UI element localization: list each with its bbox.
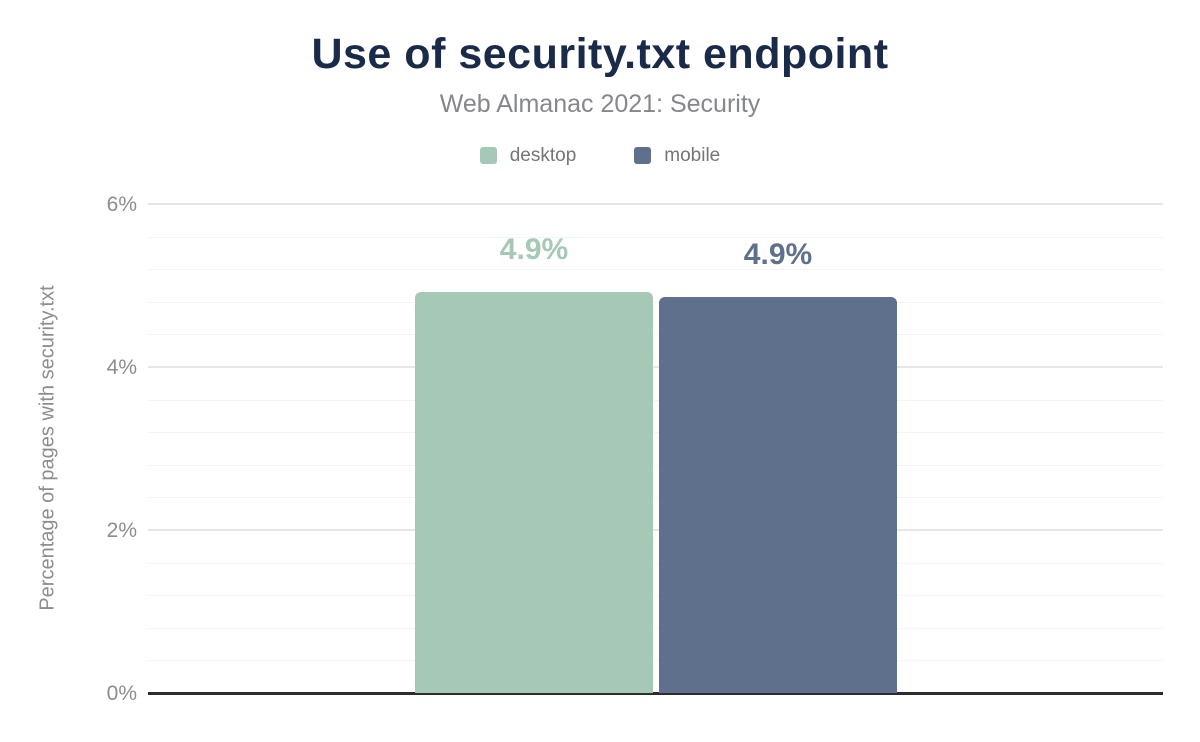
gridline-minor bbox=[148, 269, 1163, 271]
gridline-minor bbox=[148, 464, 1163, 466]
legend-swatch-icon bbox=[479, 147, 497, 164]
legend-label: desktop bbox=[509, 145, 577, 166]
y-tick-label: 0% bbox=[106, 682, 137, 705]
gridline-minor bbox=[148, 399, 1163, 401]
gridline-major bbox=[148, 366, 1163, 368]
gridline-minor bbox=[148, 432, 1163, 434]
y-tick-label: 6% bbox=[106, 193, 137, 216]
chart-subtitle: Web Almanac 2021: Security bbox=[439, 90, 761, 118]
legend-label: mobile bbox=[664, 145, 721, 166]
gridline-minor bbox=[148, 236, 1163, 238]
legend-item-mobile: mobile bbox=[634, 146, 720, 165]
gridline-minor bbox=[148, 660, 1163, 662]
gridline-minor bbox=[148, 497, 1163, 499]
bar-mobile bbox=[659, 296, 897, 693]
y-tick-label: 2% bbox=[106, 519, 137, 542]
gridline-minor bbox=[148, 301, 1163, 303]
legend-item-desktop: desktop bbox=[479, 145, 577, 166]
gridline-major bbox=[148, 529, 1163, 531]
bar-desktop bbox=[415, 292, 653, 693]
gridline-major bbox=[148, 203, 1163, 205]
plot-area: 4.9% 4.9% bbox=[148, 203, 1163, 695]
gridline-minor bbox=[148, 334, 1163, 336]
x-axis-line bbox=[148, 692, 1163, 695]
gridline-minor bbox=[148, 562, 1163, 564]
bar-value-label-mobile: 4.9% bbox=[743, 237, 813, 271]
bar-value-label-desktop: 4.9% bbox=[499, 233, 569, 267]
gridline-minor bbox=[148, 595, 1163, 597]
chart-title: Use of security.txt endpoint bbox=[311, 30, 889, 78]
y-axis-title: Percentage of pages with security.txt bbox=[36, 285, 59, 611]
y-tick-label: 4% bbox=[106, 356, 137, 379]
legend-swatch-icon bbox=[634, 147, 652, 164]
chart-legend: desktop mobile bbox=[0, 146, 1200, 165]
gridline-minor bbox=[148, 627, 1163, 629]
